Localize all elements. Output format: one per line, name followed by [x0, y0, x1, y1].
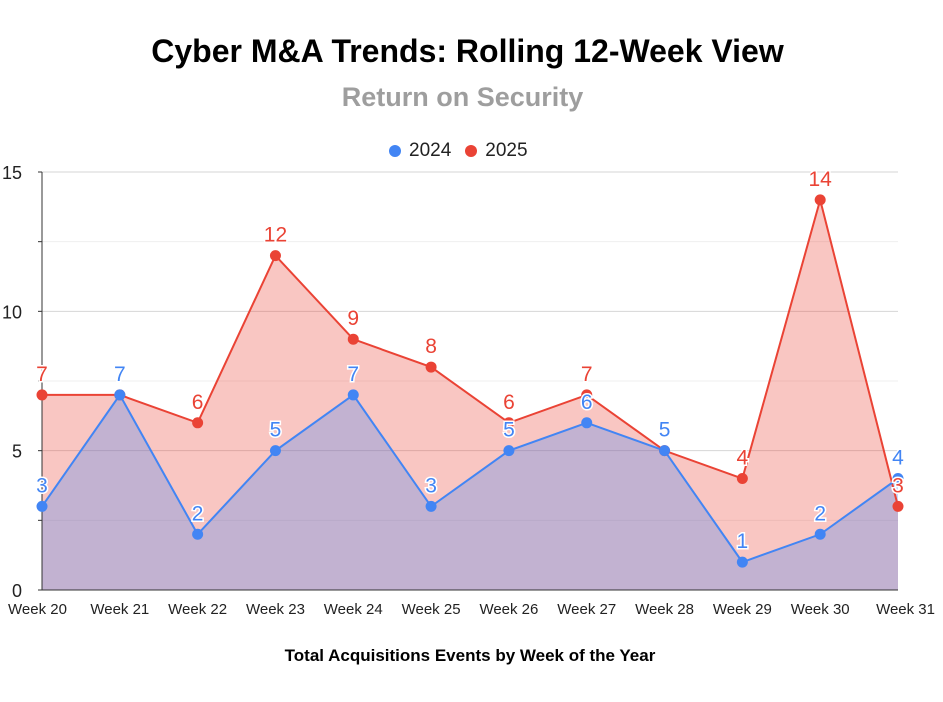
data-label-2025: 6	[192, 391, 204, 414]
data-label-2024: 5	[659, 419, 671, 442]
data-label-2024: 7	[114, 363, 126, 386]
point-2025	[892, 500, 904, 512]
x-tick-label: Week 26	[479, 601, 538, 618]
data-label-2025: 7	[36, 363, 48, 386]
data-label-2024: 5	[503, 419, 515, 442]
x-tick-label: Week 24	[324, 601, 383, 618]
point-2025	[192, 417, 204, 429]
x-tick-label: Week 27	[557, 601, 616, 618]
point-2025	[425, 361, 437, 373]
legend-marker-2024	[389, 145, 401, 157]
line-2025	[42, 195, 899, 507]
data-label-2024: 7	[347, 363, 359, 386]
y-tick-label: 10	[2, 302, 22, 322]
legend-item-2024: 2024	[389, 140, 451, 162]
point-2024	[36, 500, 48, 512]
point-2024	[892, 473, 904, 485]
line-2024	[41, 393, 899, 564]
point-2024	[503, 445, 515, 457]
point-2024	[192, 528, 204, 540]
point-2025	[503, 417, 515, 429]
x-tick-label: Week 20	[8, 601, 67, 618]
data-label-2025: 5	[659, 419, 671, 442]
x-tick-label: Week 29	[713, 601, 772, 618]
data-label-2024: 6	[581, 391, 593, 414]
y-tick-label: 15	[2, 163, 22, 183]
data-label-2025: 7	[581, 363, 593, 386]
point-2024	[581, 417, 593, 429]
x-tick-label: Week 25	[402, 601, 461, 618]
x-tick-label: Week 23	[246, 601, 305, 618]
legend: 2024 2025	[389, 140, 542, 162]
legend-marker-2025	[465, 145, 478, 157]
x-tick-label: Week 31	[876, 601, 935, 618]
data-label-2025: 8	[425, 335, 437, 358]
data-label-2024: 2	[192, 502, 204, 525]
data-label-2025: 14	[809, 168, 833, 191]
area-2024	[42, 394, 898, 590]
x-axis-title: Total Acquisitions Events by Week of the…	[284, 646, 656, 665]
data-label-2024: 4	[892, 447, 904, 470]
point-2025	[736, 473, 748, 485]
data-label-2024: 5	[270, 419, 282, 442]
data-label-2025: 12	[264, 224, 287, 247]
data-label-2025: 7	[114, 363, 126, 386]
x-tick-label: Week 22	[168, 601, 227, 618]
data-label-2025: 4	[737, 447, 749, 470]
point-2024	[347, 389, 359, 401]
point-2025	[581, 389, 593, 401]
data-label-2024: 3	[425, 474, 437, 497]
point-2024	[269, 445, 281, 457]
point-2024	[659, 445, 671, 457]
point-2024	[114, 389, 126, 401]
point-2025	[269, 250, 281, 262]
data-label-2024: 3	[36, 474, 48, 497]
data-label-2025: 6	[503, 391, 515, 414]
x-tick-label: Week 28	[635, 601, 694, 618]
chart-title: Cyber M&A Trends: Rolling 12-Week View	[151, 33, 784, 69]
legend-label-2024: 2024	[409, 140, 452, 161]
chart-subtitle: Return on Security	[341, 82, 584, 112]
legend-item-2025: 2025	[465, 140, 528, 162]
x-tick-label: Week 30	[791, 601, 850, 618]
point-2025	[347, 333, 359, 345]
point-2024	[736, 556, 748, 568]
point-2024	[425, 500, 437, 512]
data-label-2024: 1	[737, 530, 749, 553]
point-2024	[814, 528, 826, 540]
x-tick-label: Week 21	[90, 601, 149, 618]
y-tick-label: 0	[12, 581, 22, 601]
data-label-2025: 3	[892, 474, 904, 497]
data-label-2025: 9	[347, 307, 359, 330]
legend-label-2025: 2025	[485, 140, 528, 161]
point-2025	[36, 389, 48, 401]
y-tick-label: 5	[12, 442, 22, 462]
point-2025	[814, 194, 826, 206]
data-label-2024: 2	[814, 502, 826, 525]
